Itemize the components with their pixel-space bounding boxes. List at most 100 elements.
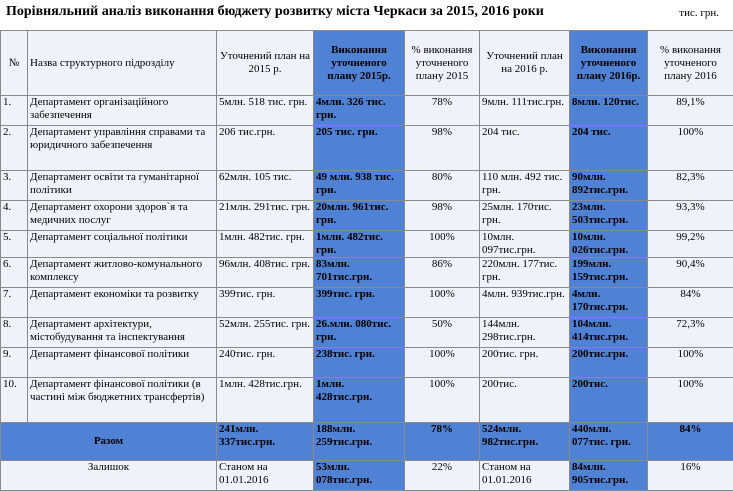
remainder-exec-2016: 84млн. 905тис.грн. [570, 461, 648, 491]
row-number: 5. [1, 231, 28, 258]
table-row: 6.Департамент житлово-комунального компл… [1, 258, 733, 288]
table-row: 2.Департамент управління справами та юри… [1, 126, 733, 171]
row-pct-2016: 72,3% [648, 318, 733, 348]
total-plan-2016: 524млн. 982тис.грн. [480, 423, 570, 461]
col-header-pct-2015: % виконання уточненого плану 2015 [405, 31, 480, 96]
row-exec-2016: 90млн. 892тис.грн. [570, 171, 648, 201]
row-number: 9. [1, 348, 28, 378]
row-number: 10. [1, 378, 28, 423]
remainder-exec-2015: 53млн. 078тис.грн. [314, 461, 405, 491]
row-exec-2015: 49 млн. 938 тис. грн. [314, 171, 405, 201]
row-department-name: Департамент житлово-комунального комплек… [28, 258, 217, 288]
row-department-name: Департамент фінансової політики (в части… [28, 378, 217, 423]
col-header-name: Назва структурного підрозділу [28, 31, 217, 96]
row-plan-2015: 1млн. 482тис. грн. [217, 231, 314, 258]
row-department-name: Департамент фінансової політики [28, 348, 217, 378]
row-exec-2015: 1млн. 428тис.грн. [314, 378, 405, 423]
row-pct-2015: 78% [405, 96, 480, 126]
row-pct-2016: 90,4% [648, 258, 733, 288]
row-exec-2015: 1млн. 482тис. грн. [314, 231, 405, 258]
row-exec-2016: 199млн. 159тис.грн. [570, 258, 648, 288]
budget-table: № Назва структурного підрозділу Уточнени… [0, 30, 733, 491]
row-exec-2015: 4млн. 326 тис. грн. [314, 96, 405, 126]
total-label: Разом [1, 423, 217, 461]
row-plan-2015: 21млн. 291тис. грн. [217, 201, 314, 231]
table-row: 10.Департамент фінансової політики (в ча… [1, 378, 733, 423]
row-plan-2016: 204 тис. [480, 126, 570, 171]
table-row: 8.Департамент архітектури, містобудуванн… [1, 318, 733, 348]
col-header-plan-2016: Уточнений план на 2016 р. [480, 31, 570, 96]
row-exec-2016: 200тис. [570, 378, 648, 423]
remainder-pct-2016: 16% [648, 461, 733, 491]
row-plan-2016: 4млн. 939тис.грн. [480, 288, 570, 318]
remainder-pct-2015: 22% [405, 461, 480, 491]
row-exec-2016: 200тис.грн. [570, 348, 648, 378]
row-pct-2016: 84% [648, 288, 733, 318]
row-number: 6. [1, 258, 28, 288]
col-header-number: № [1, 31, 28, 96]
row-department-name: Департамент економіки та розвитку [28, 288, 217, 318]
table-row: 1.Департамент організаційного забезпечен… [1, 96, 733, 126]
remainder-plan-2015: Станом на 01.01.2016 [217, 461, 314, 491]
row-plan-2016: 144млн. 298тис.грн. [480, 318, 570, 348]
row-plan-2015: 399тис. грн. [217, 288, 314, 318]
row-plan-2016: 110 млн. 492 тис. грн. [480, 171, 570, 201]
row-plan-2016: 200тис. грн. [480, 348, 570, 378]
row-exec-2016: 23млн. 503тис.грн. [570, 201, 648, 231]
row-number: 4. [1, 201, 28, 231]
row-plan-2016: 9млн. 111тис.грн. [480, 96, 570, 126]
row-pct-2015: 98% [405, 201, 480, 231]
row-number: 7. [1, 288, 28, 318]
row-department-name: Департамент організаційного забезпечення [28, 96, 217, 126]
total-plan-2015: 241млн. 337тис.грн. [217, 423, 314, 461]
row-department-name: Департамент архітектури, містобудування … [28, 318, 217, 348]
total-row: Разом 241млн. 337тис.грн. 188млн. 259тис… [1, 423, 733, 461]
col-header-plan-2015: Уточнений план на 2015 р. [217, 31, 314, 96]
col-header-exec-2016: Виконання уточненого плану 2016р. [570, 31, 648, 96]
row-plan-2015: 52млн. 255тис. грн. [217, 318, 314, 348]
header-row: № Назва структурного підрозділу Уточнени… [1, 31, 733, 96]
row-exec-2015: 399тис. грн. [314, 288, 405, 318]
row-exec-2015: 26.млн. 080тис. грн. [314, 318, 405, 348]
col-header-pct-2016: % виконання уточненого плану 2016 [648, 31, 733, 96]
row-exec-2015: 83млн. 701тис.грн. [314, 258, 405, 288]
row-pct-2015: 100% [405, 231, 480, 258]
row-department-name: Департамент управління справами та юриди… [28, 126, 217, 171]
row-pct-2015: 50% [405, 318, 480, 348]
row-pct-2016: 100% [648, 348, 733, 378]
total-pct-2015: 78% [405, 423, 480, 461]
row-pct-2015: 100% [405, 348, 480, 378]
row-pct-2016: 82,3% [648, 171, 733, 201]
row-plan-2015: 240тис. грн. [217, 348, 314, 378]
row-plan-2015: 1млн. 428тис.грн. [217, 378, 314, 423]
table-row: 3.Департамент освіти та гуманітарної пол… [1, 171, 733, 201]
row-pct-2016: 100% [648, 126, 733, 171]
row-pct-2016: 100% [648, 378, 733, 423]
row-pct-2015: 100% [405, 288, 480, 318]
row-plan-2016: 220млн. 177тис. грн. [480, 258, 570, 288]
row-pct-2015: 100% [405, 378, 480, 423]
row-plan-2015: 96млн. 408тис. грн. [217, 258, 314, 288]
total-exec-2015: 188млн. 259тис.грн. [314, 423, 405, 461]
row-pct-2015: 98% [405, 126, 480, 171]
row-exec-2015: 20млн. 961тис. грн. [314, 201, 405, 231]
row-plan-2015: 5млн. 518 тис. грн. [217, 96, 314, 126]
row-exec-2016: 8млн. 120тис. [570, 96, 648, 126]
row-number: 1. [1, 96, 28, 126]
row-department-name: Департамент соціальної політики [28, 231, 217, 258]
row-pct-2016: 89,1% [648, 96, 733, 126]
row-pct-2015: 80% [405, 171, 480, 201]
page-title: Порівняльний аналіз виконання бюджету ро… [6, 4, 544, 20]
remainder-plan-2016: Станом на 01.01.2016 [480, 461, 570, 491]
row-number: 2. [1, 126, 28, 171]
row-exec-2016: 104млн. 414тис.грн. [570, 318, 648, 348]
row-exec-2015: 205 тис. грн. [314, 126, 405, 171]
total-exec-2016: 440млн. 077тис. грн. [570, 423, 648, 461]
row-department-name: Департамент освіти та гуманітарної політ… [28, 171, 217, 201]
row-plan-2015: 206 тис.грн. [217, 126, 314, 171]
row-number: 3. [1, 171, 28, 201]
row-plan-2016: 200тис. [480, 378, 570, 423]
